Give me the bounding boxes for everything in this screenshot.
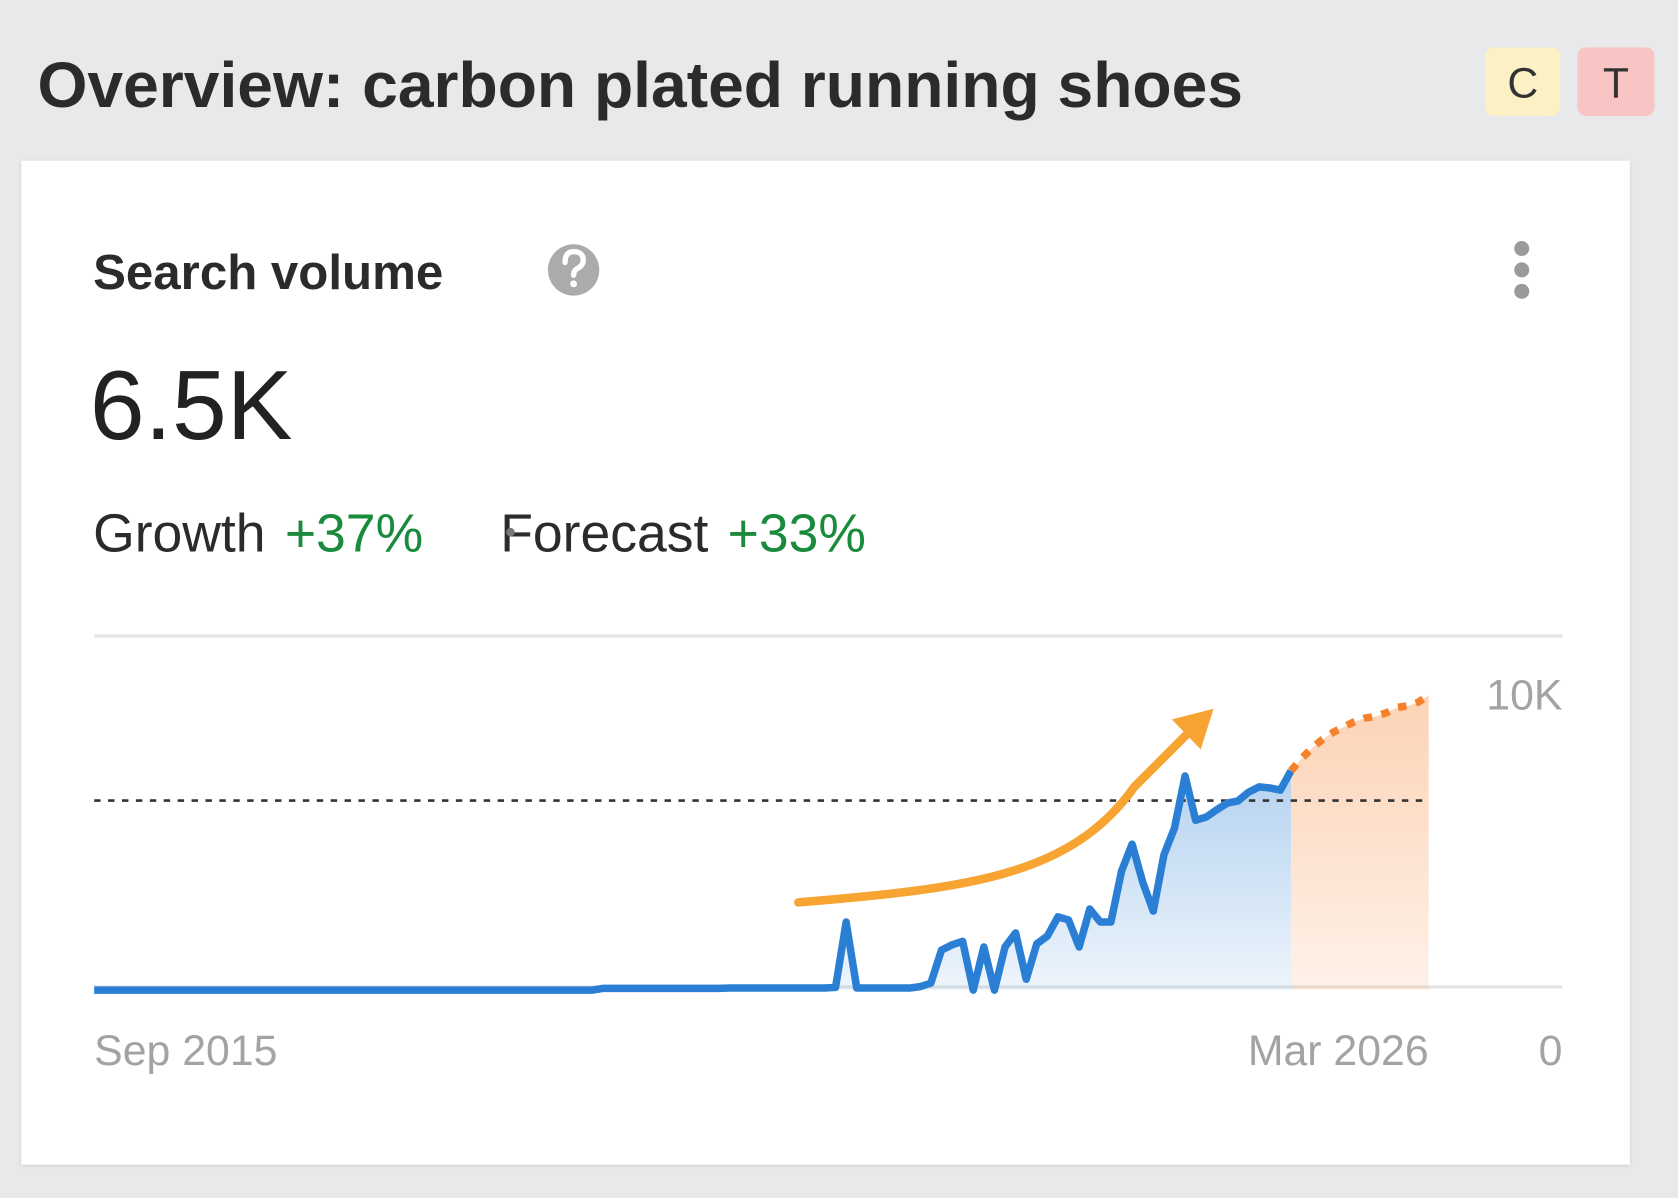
help-dot <box>570 280 578 288</box>
y-tick-label: 0 <box>1539 1027 1563 1075</box>
chart: 0 10K Sep 2015 Mar 2026 <box>94 634 1563 1075</box>
badge[interactable] <box>1577 47 1655 116</box>
arrow-shaft <box>794 729 1193 907</box>
x-tick-label: Sep 2015 <box>94 1027 277 1075</box>
badge[interactable] <box>1485 47 1561 116</box>
growth-label: Growth <box>93 504 265 563</box>
separator <box>506 527 515 537</box>
badge-label: C <box>1507 60 1538 108</box>
badge-label: T <box>1603 60 1629 108</box>
forecast-label: Forecast <box>500 504 708 563</box>
growth-line: Growth +37% Forecast +33% <box>93 504 866 563</box>
help-glyph <box>562 249 586 278</box>
volume-value: 6.5K <box>90 350 293 460</box>
help-icon[interactable] <box>547 244 600 296</box>
menu-dot <box>1514 283 1530 299</box>
card-title: Search volume <box>93 245 443 300</box>
page-title: Overview: carbon plated running shoes <box>37 49 1243 121</box>
menu-dot <box>1514 241 1530 257</box>
series-line <box>1288 692 1431 774</box>
x-tick-label: Mar 2026 <box>1248 1027 1429 1075</box>
y-tick-label: 10K <box>1486 672 1563 720</box>
arrow-head <box>1171 708 1214 750</box>
menu-button[interactable] <box>1514 241 1530 299</box>
trend-arrow <box>794 708 1214 907</box>
series-area <box>1290 695 1429 991</box>
series-line <box>94 768 1295 994</box>
menu-dot <box>1514 262 1530 278</box>
forecast-value: +33% <box>728 504 866 563</box>
series-area <box>94 770 1291 991</box>
card <box>21 160 1630 1165</box>
growth-value: +37% <box>285 504 423 563</box>
